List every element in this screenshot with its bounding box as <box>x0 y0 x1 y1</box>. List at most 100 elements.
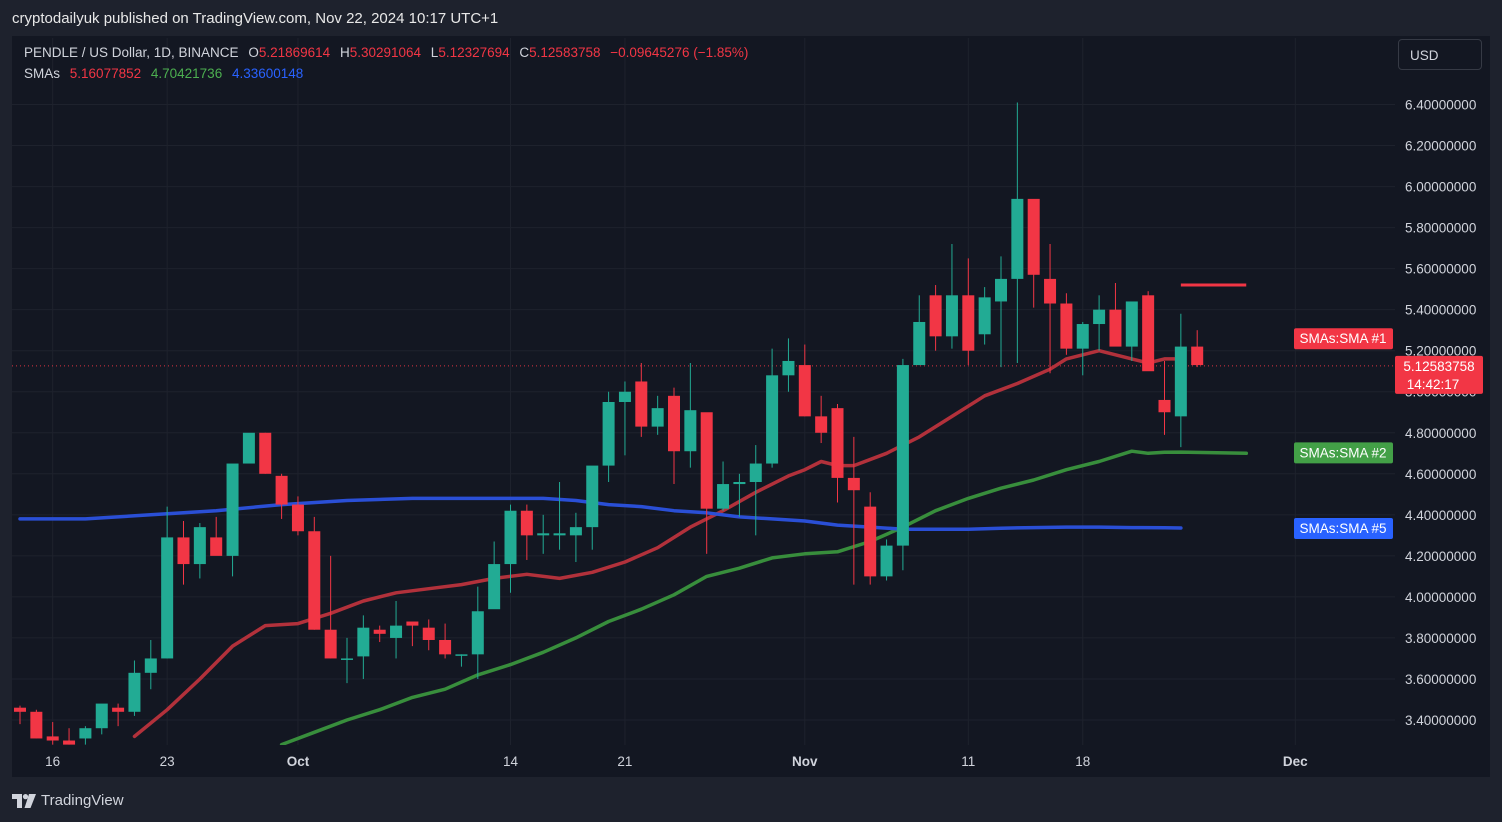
candle-down <box>1044 244 1057 374</box>
candle-body <box>749 463 762 483</box>
price-tick-label: 4.80000000 <box>1405 426 1476 441</box>
candle-up <box>1125 301 1138 361</box>
candle-body <box>406 621 419 626</box>
candle-up <box>226 463 239 577</box>
candle-down <box>14 705 26 725</box>
close-value: 5.12583758 <box>529 45 601 60</box>
candle-body <box>962 295 975 351</box>
candle-body <box>815 416 828 433</box>
candle-body <box>275 475 288 505</box>
candle-down <box>112 703 125 727</box>
candle-body <box>63 740 76 745</box>
candle-down <box>439 623 452 659</box>
candle-body <box>618 391 631 402</box>
candle-up <box>1093 295 1106 351</box>
time-tick-label: Nov <box>792 754 818 769</box>
candle-up <box>995 256 1007 368</box>
candle-up <box>553 482 566 550</box>
high-value: 5.30291064 <box>349 45 422 60</box>
candle-body <box>880 545 893 577</box>
candle-body <box>896 365 909 546</box>
sma-legend-label[interactable]: SMAs <box>24 66 61 81</box>
open-label: O5.21869614 <box>248 45 331 60</box>
candle-body <box>193 527 206 565</box>
candle-body <box>1191 346 1204 366</box>
candle-up <box>978 287 991 345</box>
candle-up <box>569 512 582 563</box>
symbol-title[interactable]: PENDLE / US Dollar, 1D, BINANCE <box>24 45 239 60</box>
candle-body <box>439 639 452 655</box>
candle-body <box>831 408 844 478</box>
last-price-badge: 5.12583758 14:42:17 <box>1395 355 1483 394</box>
candle-down <box>798 344 811 417</box>
candle-body <box>553 533 566 536</box>
publish-info: cryptodailyuk published on TradingView.c… <box>12 10 499 27</box>
candle-body <box>864 506 877 577</box>
sma3-value: 4.33600148 <box>231 66 304 81</box>
candle-body <box>504 510 517 565</box>
candle-up <box>455 654 468 667</box>
candle-up <box>341 637 353 684</box>
candle-body <box>684 410 697 452</box>
candle-body <box>291 504 304 532</box>
candle-down <box>210 516 223 556</box>
sma5-tag: SMAs:SMA #5 <box>1294 517 1393 539</box>
candle-body <box>847 477 860 491</box>
candle-body <box>1076 324 1089 349</box>
time-tick-label: 14 <box>503 754 519 769</box>
candle-up <box>749 445 762 536</box>
candle-body <box>210 537 223 556</box>
candle-down <box>1142 291 1155 372</box>
candle-body <box>1109 309 1122 347</box>
candle-body <box>782 360 795 376</box>
candle-body <box>455 654 468 656</box>
candle-body <box>112 707 125 712</box>
candle-body <box>242 432 255 464</box>
candle-up <box>618 381 631 456</box>
close-label: C5.12583758 <box>519 45 601 60</box>
sma2-line <box>279 449 1249 745</box>
chart-panel[interactable] <box>12 36 1490 777</box>
candle-body <box>259 432 272 474</box>
time-tick-label: 16 <box>45 754 60 769</box>
candle-up <box>161 506 174 659</box>
candle-up <box>880 539 893 581</box>
sma2-tag-bg <box>1294 442 1393 464</box>
candle-down <box>1027 198 1040 308</box>
candle-up <box>79 726 92 745</box>
candle-up <box>193 523 206 579</box>
candle-up <box>1076 321 1089 376</box>
candle-up <box>782 338 795 392</box>
candle-body <box>586 465 599 528</box>
candle-body <box>537 533 550 536</box>
tradingview-brand[interactable]: TradingView <box>12 792 124 809</box>
candle-body <box>226 463 239 556</box>
candle-body <box>1044 278 1057 304</box>
price-tick-label: 5.60000000 <box>1405 262 1476 277</box>
candle-down <box>177 520 190 585</box>
candle-body <box>324 629 337 659</box>
candle-body <box>1158 399 1171 413</box>
candle-body <box>128 672 141 712</box>
candle-body <box>471 611 484 655</box>
candle-up <box>128 660 141 716</box>
brand-name: TradingView <box>41 792 124 809</box>
candle-down <box>324 555 337 659</box>
candle-down <box>63 728 76 745</box>
sma-legend[interactable]: SMAs 5.16077852 4.70421736 4.33600148 <box>24 66 309 81</box>
plot-area <box>12 102 1395 745</box>
candle-down <box>275 473 288 519</box>
candle-up <box>390 601 403 659</box>
candle-up <box>733 473 746 517</box>
candle-body <box>929 295 942 337</box>
candle-body <box>1125 301 1138 347</box>
currency-button[interactable]: USD <box>1398 39 1482 70</box>
sma1-tag: SMAs:SMA #1 <box>1294 328 1393 350</box>
sma2-value: 4.70421736 <box>150 66 223 81</box>
candle-body <box>1093 309 1106 325</box>
ohlc-legend[interactable]: PENDLE / US Dollar, 1D, BINANCE O5.21869… <box>24 45 754 60</box>
last-price-value: 5.12583758 <box>1403 359 1474 374</box>
candle-body <box>635 381 648 427</box>
candle-down <box>46 722 59 745</box>
